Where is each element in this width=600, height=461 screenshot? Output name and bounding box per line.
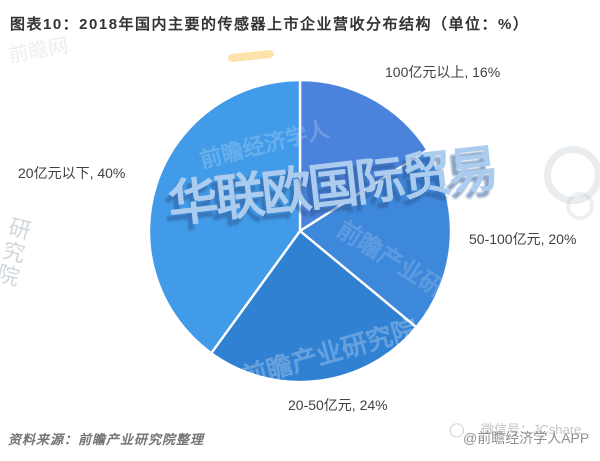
source-note: 资料来源：前瞻产业研究院整理 [8, 432, 205, 447]
pie-label-20-50yi: 20-50亿元, 24% [288, 397, 388, 413]
watermark-yellow-smudge [227, 49, 275, 63]
pie-chart [147, 78, 453, 384]
watermark-circle-icon: ◯ [449, 421, 465, 437]
pie-label-50-100yi: 50-100亿元, 20% [469, 231, 577, 247]
pie-slice-100亿元以上 [298, 78, 429, 233]
watermark-ring-small-icon [566, 192, 594, 220]
pie-label-under-20yi: 20亿元以下, 40% [18, 165, 126, 181]
watermark-wechat-id: 微信号：JCshare [481, 422, 582, 437]
pie-slice-20亿元以下 [147, 78, 302, 355]
chart-title: 图表10：2018年国内主要的传感器上市企业营收分布结构（单位：%） [10, 16, 530, 33]
pie-slice-20-50亿元 [210, 229, 418, 384]
watermark-edge-text: 研究院 [0, 214, 34, 291]
watermark-corner-text: 前瞻网 [6, 34, 70, 68]
pie-label-100yi-plus: 100亿元以上, 16% [385, 64, 501, 80]
pie-slice-50-100亿元 [298, 148, 453, 329]
watermark-app-credit: @前瞻经济学人APP [463, 430, 590, 446]
